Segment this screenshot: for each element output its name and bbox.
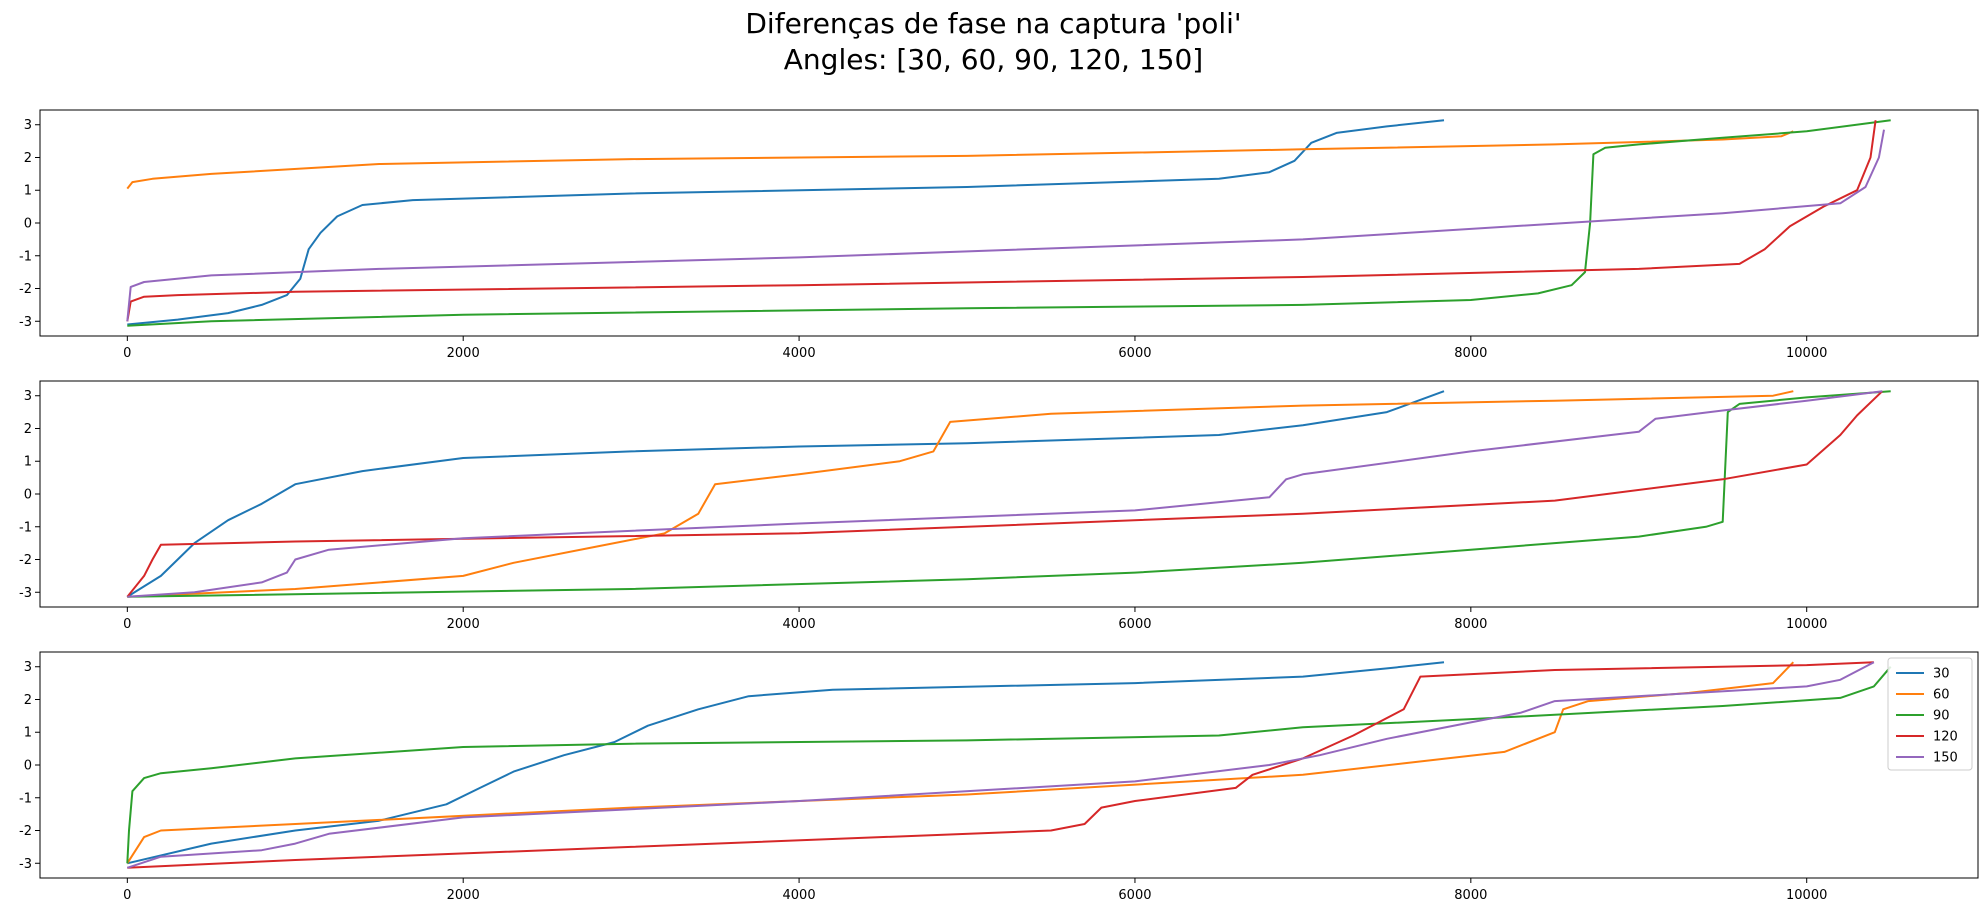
y-tick-label: 2 [24,422,32,437]
series-line-90 [127,119,1891,327]
x-tick-label: 10000 [1786,888,1827,903]
x-tick-label: 0 [123,617,131,632]
series-line-60 [127,390,1794,598]
x-tick-label: 0 [123,346,131,361]
x-tick-label: 8000 [1454,346,1487,361]
x-tick-label: 8000 [1454,888,1487,903]
y-tick-label: 3 [24,389,32,404]
series-line-90 [127,390,1891,598]
legend-label-60: 60 [1933,688,1950,703]
y-tick-label: -2 [19,282,32,297]
y-tick-label: -3 [19,857,32,872]
x-tick-label: 4000 [783,346,816,361]
series-line-120 [126,120,1877,322]
x-tick-label: 6000 [1118,346,1151,361]
y-tick-label: 1 [24,726,32,741]
y-tick-label: 1 [24,184,32,199]
legend-label-120: 120 [1933,730,1958,745]
y-tick-label: 0 [24,217,32,232]
series-line-60 [126,130,1794,190]
y-tick-label: 2 [24,693,32,708]
x-tick-label: 2000 [447,617,480,632]
y-tick-label: -2 [19,553,32,568]
title-line-2: Angles: [30, 60, 90, 120, 150] [783,43,1204,76]
legend-label-90: 90 [1933,709,1950,724]
y-tick-label: -3 [19,315,32,330]
title-line-1: Diferenças de fase na captura 'poli' [745,7,1242,40]
series-line-150 [126,129,1885,322]
series-line-150 [126,661,1875,869]
x-tick-label: 10000 [1786,617,1827,632]
y-tick-label: -1 [19,249,32,264]
x-tick-label: 0 [123,888,131,903]
y-tick-label: -2 [19,824,32,839]
series-line-150 [127,390,1883,598]
x-tick-label: 8000 [1454,617,1487,632]
subplot-1: 0 2000 4000 6000 8000 10000 -3 -2 -1 0 1 2 3 [19,109,1979,361]
x-tick-label: 4000 [783,888,816,903]
series-line-30 [126,390,1445,598]
series-line-90 [126,666,1892,864]
x-tick-label: 6000 [1118,617,1151,632]
y-tick-label: 2 [24,151,32,166]
legend: 30 60 90 120 150 [1887,657,1973,771]
x-tick-label: 10000 [1786,346,1827,361]
figure-title: Diferenças de fase na captura 'poli' Ang… [0,6,1987,78]
legend-label-150: 150 [1933,751,1958,766]
y-tick-label: 3 [24,118,32,133]
y-tick-label: -1 [19,520,32,535]
legend-box [1887,657,1973,771]
y-tick-label: 1 [24,455,32,470]
series-line-120 [126,390,1883,598]
subplot-2: 0 2000 4000 6000 8000 10000 -3 -2 -1 0 1 2 3 [19,380,1979,632]
x-tick-label: 6000 [1118,888,1151,903]
y-tick-label: 0 [24,488,32,503]
x-tick-label: 4000 [783,617,816,632]
series-line-120 [127,661,1874,869]
y-tick-label: -1 [19,791,32,806]
y-tick-label: 0 [24,759,32,774]
y-tick-label: -3 [19,586,32,601]
subplot-3: 0 2000 4000 6000 8000 10000 -3 -2 -1 0 1 2 3 30 60 90 12… [19,651,1979,903]
series-line-30 [127,661,1445,865]
x-tick-label: 2000 [447,888,480,903]
series-line-30 [127,119,1445,326]
legend-label-30: 30 [1933,667,1950,682]
x-tick-label: 2000 [447,346,480,361]
y-tick-label: 3 [24,660,32,675]
